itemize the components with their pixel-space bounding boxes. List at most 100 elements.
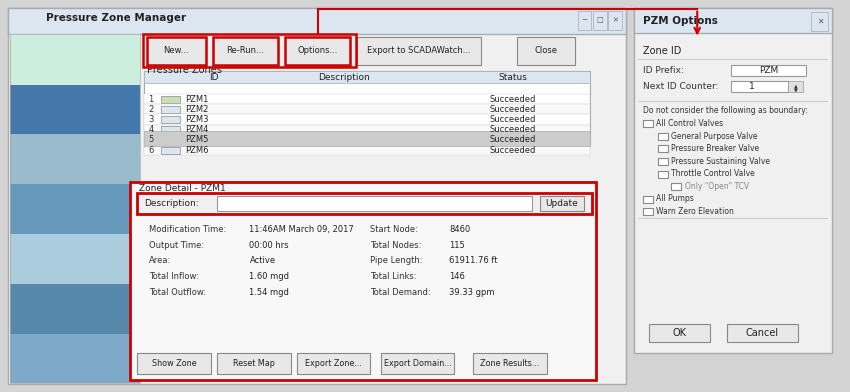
Text: Only "Open" TCV: Only "Open" TCV — [684, 182, 749, 191]
Text: 1.60 mgd: 1.60 mgd — [250, 272, 290, 281]
Text: ✕: ✕ — [612, 17, 618, 24]
Text: 6: 6 — [149, 146, 154, 154]
Bar — [285, 37, 350, 65]
Text: Succeeded: Succeeded — [490, 105, 536, 114]
Text: Throttle Control Valve: Throttle Control Valve — [672, 169, 755, 178]
Bar — [10, 233, 140, 284]
Text: Do not consider the following as boundary:: Do not consider the following as boundar… — [643, 107, 808, 115]
Text: 11:46AM March 09, 2017: 11:46AM March 09, 2017 — [250, 225, 354, 234]
Bar — [137, 353, 211, 374]
Text: Show Zone: Show Zone — [151, 359, 196, 368]
Text: ID: ID — [209, 73, 219, 82]
Text: New...: New... — [163, 47, 190, 55]
Bar — [10, 332, 140, 383]
Text: Total Nodes:: Total Nodes: — [370, 241, 421, 249]
Bar — [147, 37, 206, 65]
Bar — [634, 8, 831, 353]
Bar — [162, 116, 179, 123]
Bar — [10, 83, 140, 134]
Text: Zone Detail - PZM1: Zone Detail - PZM1 — [139, 184, 225, 193]
Text: 115: 115 — [450, 241, 465, 249]
Text: Export Domain...: Export Domain... — [383, 359, 451, 368]
Text: Options...: Options... — [298, 47, 337, 55]
Bar — [137, 193, 592, 214]
Bar — [812, 12, 828, 31]
Bar — [144, 71, 590, 83]
Text: Description:: Description: — [144, 199, 198, 208]
Bar — [162, 106, 179, 113]
Text: Total Links:: Total Links: — [370, 272, 416, 281]
Text: PZM: PZM — [759, 66, 779, 75]
Text: 8460: 8460 — [450, 225, 471, 234]
Bar — [162, 136, 179, 143]
Bar — [217, 353, 291, 374]
Text: PZM4: PZM4 — [184, 125, 208, 134]
Text: PZM3: PZM3 — [184, 115, 208, 124]
Text: 3: 3 — [149, 115, 154, 124]
Bar — [578, 11, 592, 30]
Text: Export Zone...: Export Zone... — [305, 359, 362, 368]
Bar — [162, 126, 179, 133]
Bar — [593, 11, 607, 30]
Bar — [144, 104, 590, 114]
Bar — [144, 145, 590, 155]
Bar — [143, 34, 356, 67]
Text: ▼: ▼ — [794, 88, 797, 93]
Text: Pressure Breaker Valve: Pressure Breaker Valve — [672, 144, 759, 153]
Bar — [609, 11, 621, 30]
Bar — [10, 183, 140, 234]
Bar — [130, 182, 597, 380]
Text: Warn Zero Elevation: Warn Zero Elevation — [656, 207, 734, 216]
Text: ✕: ✕ — [817, 17, 823, 25]
Text: Cancel: Cancel — [745, 328, 779, 338]
Text: OK: OK — [672, 328, 687, 338]
Text: Reset Map: Reset Map — [233, 359, 275, 368]
Bar — [634, 8, 831, 33]
Bar — [8, 8, 626, 384]
Text: PZM5: PZM5 — [184, 136, 208, 144]
Text: 5: 5 — [149, 136, 154, 144]
Text: ▲: ▲ — [794, 83, 797, 88]
Bar — [540, 196, 584, 211]
Text: Pipe Length:: Pipe Length: — [370, 256, 422, 265]
Bar — [649, 324, 710, 342]
Bar — [731, 65, 807, 76]
Text: Description: Description — [319, 73, 371, 82]
Bar — [162, 147, 179, 154]
Text: Close: Close — [535, 47, 558, 55]
Text: Total Outflow:: Total Outflow: — [149, 288, 206, 296]
Text: Area:: Area: — [149, 256, 171, 265]
Text: 1.54 mgd: 1.54 mgd — [250, 288, 289, 296]
Bar — [643, 120, 653, 127]
Bar — [144, 135, 590, 145]
Text: □: □ — [597, 17, 603, 24]
Text: Pressure Zone Manager: Pressure Zone Manager — [46, 13, 186, 23]
Text: Export to SCADAWatch...: Export to SCADAWatch... — [367, 47, 471, 55]
Bar — [643, 196, 653, 203]
Text: 61911.76 ft: 61911.76 ft — [450, 256, 498, 265]
Bar — [658, 171, 668, 178]
Text: Start Node:: Start Node: — [370, 225, 417, 234]
Text: ─: ─ — [582, 17, 586, 24]
Text: Succeeded: Succeeded — [490, 115, 536, 124]
Bar — [658, 133, 668, 140]
Bar — [144, 114, 590, 125]
Text: Zone ID: Zone ID — [643, 46, 681, 56]
Text: 146: 146 — [450, 272, 465, 281]
Bar — [643, 208, 653, 215]
Text: Modification Time:: Modification Time: — [149, 225, 226, 234]
Bar — [212, 37, 278, 65]
Bar — [217, 196, 532, 211]
Bar — [144, 131, 590, 146]
Bar — [162, 96, 179, 103]
Text: Succeeded: Succeeded — [490, 136, 536, 144]
Text: 39.33 gpm: 39.33 gpm — [450, 288, 495, 296]
Text: Succeeded: Succeeded — [490, 146, 536, 154]
Bar — [144, 125, 590, 135]
Text: PZM6: PZM6 — [184, 146, 208, 154]
Text: Status: Status — [498, 73, 527, 82]
Text: Total Demand:: Total Demand: — [370, 288, 430, 296]
Bar — [727, 324, 798, 342]
Text: ID Prefix:: ID Prefix: — [643, 66, 683, 75]
Bar — [658, 158, 668, 165]
